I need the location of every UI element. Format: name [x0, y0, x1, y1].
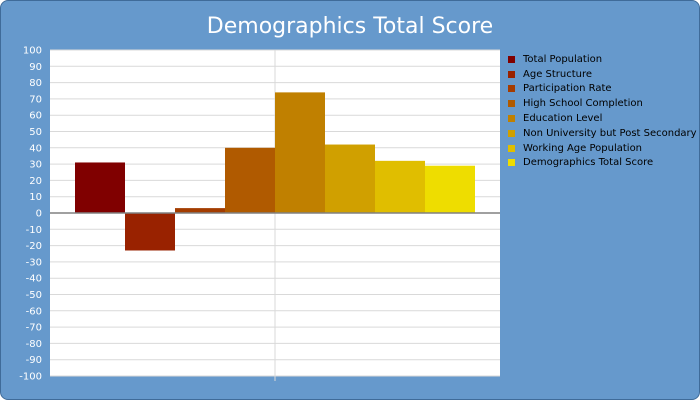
legend-item: Working Age Population	[508, 141, 697, 156]
legend-swatch	[508, 71, 515, 78]
legend-label: Non University but Post Secondary	[523, 128, 697, 139]
y-tick-label: -60	[26, 306, 42, 317]
y-tick-label: -30	[26, 257, 42, 268]
bar	[425, 166, 475, 213]
y-tick-label: 0	[36, 209, 42, 220]
y-tick-label: 20	[29, 176, 42, 187]
bar	[75, 162, 125, 213]
legend-label: Age Structure	[523, 69, 592, 80]
bar	[125, 213, 175, 250]
bar	[275, 92, 325, 213]
y-tick-label: -90	[26, 355, 42, 366]
y-tick-label: -50	[26, 290, 42, 301]
legend-swatch	[508, 56, 515, 63]
y-tick-label: 50	[29, 127, 42, 138]
bar	[375, 161, 425, 213]
legend-label: Participation Rate	[523, 83, 612, 94]
legend-item: Non University but Post Secondary	[508, 126, 697, 141]
legend-label: Total Population	[523, 54, 602, 65]
legend-swatch	[508, 145, 515, 152]
bar	[225, 148, 275, 213]
y-tick-label: -80	[26, 339, 42, 350]
legend-swatch	[508, 85, 515, 92]
legend-item: Age Structure	[508, 67, 697, 82]
legend-swatch	[508, 100, 515, 107]
y-tick-label: -40	[26, 274, 42, 285]
bar	[325, 145, 375, 213]
legend-label: High School Completion	[523, 98, 643, 109]
y-axis-tick-labels: -100-90-80-70-60-50-40-30-20-10010203040…	[19, 46, 42, 383]
legend-item: Demographics Total Score	[508, 156, 697, 171]
y-tick-label: 60	[29, 111, 42, 122]
legend-item: Education Level	[508, 111, 697, 126]
legend-swatch	[508, 130, 515, 137]
y-tick-label: 10	[29, 192, 42, 203]
y-tick-label: -10	[26, 225, 42, 236]
y-tick-label: 40	[29, 143, 42, 154]
legend-item: Total Population	[508, 52, 697, 67]
y-tick-label: -70	[26, 323, 42, 334]
legend-item: Participation Rate	[508, 82, 697, 97]
legend-swatch	[508, 115, 515, 122]
y-tick-label: 30	[29, 160, 42, 171]
y-tick-label: 90	[29, 62, 42, 73]
legend-label: Demographics Total Score	[523, 157, 653, 168]
y-tick-label: -100	[19, 372, 42, 383]
legend-item: High School Completion	[508, 96, 697, 111]
legend-swatch	[508, 159, 515, 166]
y-tick-label: 100	[23, 46, 42, 57]
y-tick-label: 80	[29, 78, 42, 89]
legend-label: Education Level	[523, 113, 602, 124]
y-tick-label: 70	[29, 94, 42, 105]
legend-label: Working Age Population	[523, 143, 642, 154]
y-tick-label: -20	[26, 241, 42, 252]
legend: Total Population Age Structure Participati…	[508, 52, 697, 170]
